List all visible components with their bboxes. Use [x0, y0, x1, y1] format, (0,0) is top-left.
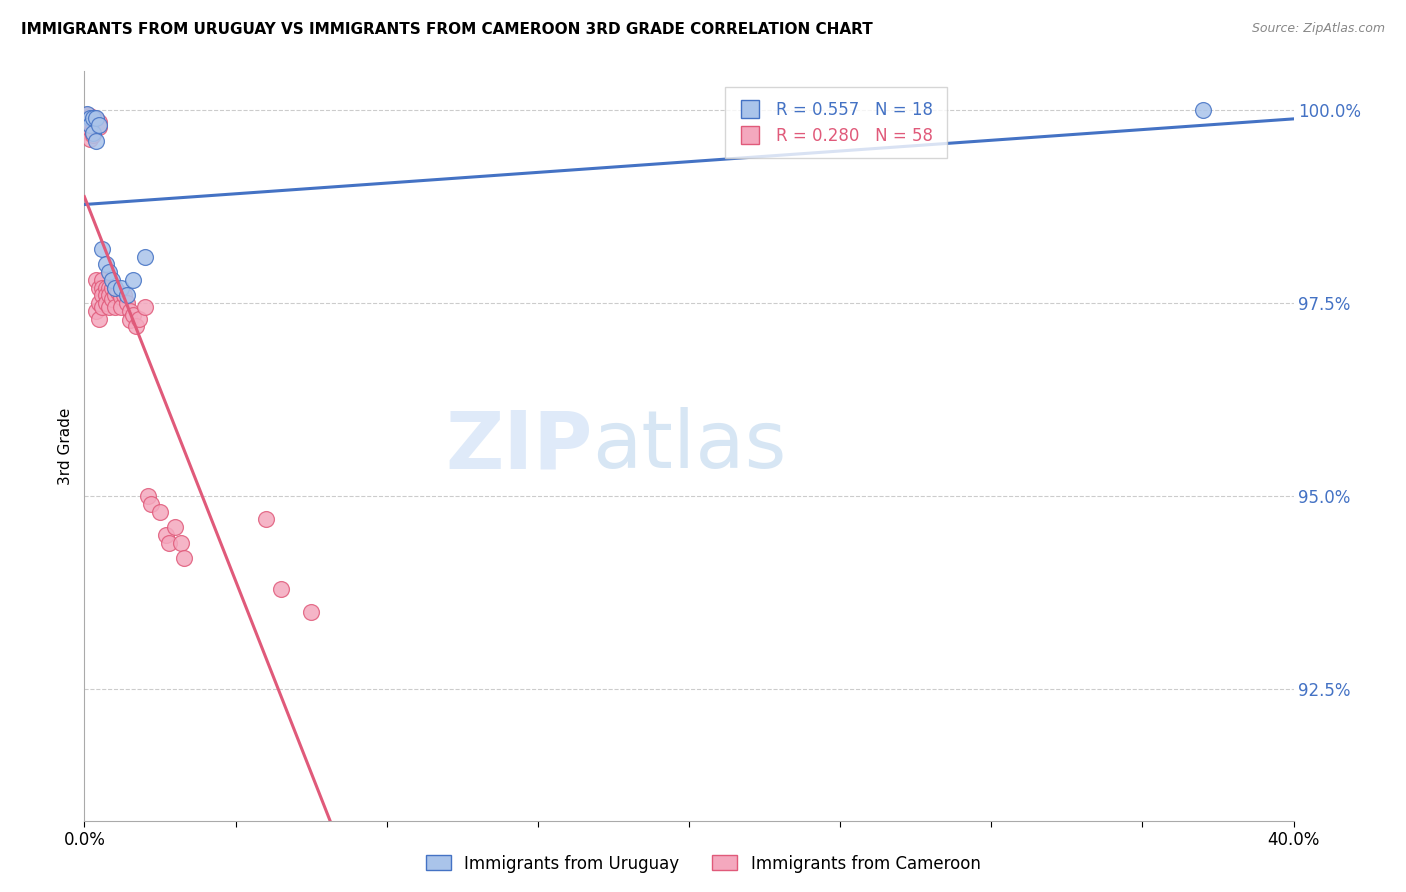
Point — [91, 280, 114, 294]
Point — [97, 280, 120, 294]
Point — [94, 280, 117, 294]
Point — [91, 273, 114, 287]
Point — [82, 128, 104, 142]
Point — [97, 288, 120, 302]
Point — [76, 112, 98, 127]
Legend: Immigrants from Uruguay, Immigrants from Cameroon: Immigrants from Uruguay, Immigrants from… — [419, 848, 987, 880]
Point — [91, 288, 114, 302]
Point — [89, 296, 111, 310]
Point — [82, 111, 104, 125]
Point — [115, 288, 138, 302]
Point — [299, 605, 322, 619]
Point — [254, 512, 277, 526]
Point — [121, 273, 143, 287]
Point — [149, 505, 172, 519]
Point — [100, 273, 122, 287]
Point — [134, 250, 156, 264]
Point — [86, 134, 108, 148]
Point — [170, 535, 193, 549]
Point — [110, 280, 132, 294]
Point — [165, 520, 187, 534]
Text: Source: ZipAtlas.com: Source: ZipAtlas.com — [1251, 22, 1385, 36]
Point — [97, 300, 120, 314]
Y-axis label: 3rd Grade: 3rd Grade — [58, 408, 73, 484]
Point — [89, 311, 111, 326]
Point — [104, 288, 127, 302]
Point — [110, 290, 132, 304]
Point — [76, 107, 98, 121]
Text: atlas: atlas — [592, 407, 786, 485]
Point — [79, 114, 101, 128]
Point — [115, 296, 138, 310]
Point — [79, 120, 101, 134]
Point — [86, 112, 108, 127]
Point — [91, 300, 114, 314]
Point — [121, 308, 143, 322]
Point — [136, 489, 159, 503]
Point — [107, 285, 129, 299]
Point — [86, 303, 108, 318]
Point — [79, 119, 101, 133]
Point — [157, 535, 180, 549]
Point — [79, 126, 101, 140]
Point — [155, 528, 177, 542]
Point — [100, 292, 122, 306]
Point — [86, 111, 108, 125]
Point — [86, 273, 108, 287]
Point — [89, 280, 111, 294]
Point — [118, 303, 141, 318]
Point — [128, 311, 150, 326]
Point — [79, 111, 101, 125]
Point — [89, 120, 111, 134]
Point — [173, 551, 195, 566]
Point — [82, 111, 104, 125]
Point — [134, 300, 156, 314]
Point — [125, 319, 148, 334]
Point — [139, 497, 162, 511]
Text: IMMIGRANTS FROM URUGUAY VS IMMIGRANTS FROM CAMEROON 3RD GRADE CORRELATION CHART: IMMIGRANTS FROM URUGUAY VS IMMIGRANTS FR… — [21, 22, 873, 37]
Point — [94, 296, 117, 310]
Point — [94, 288, 117, 302]
Legend: R = 0.557   N = 18, R = 0.280   N = 58: R = 0.557 N = 18, R = 0.280 N = 58 — [724, 87, 946, 158]
Point — [82, 126, 104, 140]
Point — [89, 119, 111, 133]
Point — [1192, 103, 1215, 117]
Point — [112, 288, 135, 302]
Point — [110, 300, 132, 314]
Point — [97, 265, 120, 279]
Point — [91, 242, 114, 256]
Point — [82, 121, 104, 136]
Point — [104, 280, 127, 294]
Point — [76, 117, 98, 131]
Point — [82, 116, 104, 130]
Point — [79, 131, 101, 145]
Point — [104, 300, 127, 314]
Text: ZIP: ZIP — [444, 407, 592, 485]
Point — [94, 257, 117, 271]
Point — [76, 122, 98, 136]
Point — [118, 313, 141, 327]
Point — [79, 109, 101, 123]
Point — [270, 582, 292, 596]
Point — [89, 114, 111, 128]
Point — [76, 108, 98, 122]
Point — [100, 280, 122, 294]
Point — [104, 280, 127, 294]
